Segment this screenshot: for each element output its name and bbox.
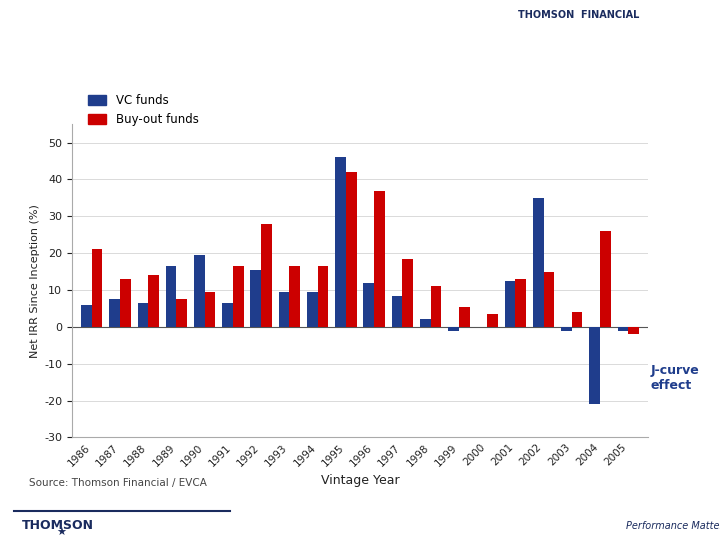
- Bar: [505, 281, 516, 327]
- Text: European Private Equity: European Private Equity: [14, 39, 223, 54]
- Bar: [307, 292, 318, 327]
- Text: 28: 28: [668, 50, 691, 68]
- Bar: [459, 307, 469, 327]
- Bar: [204, 292, 215, 327]
- Bar: [261, 224, 272, 327]
- Text: THOMSON  FINANCIAL: THOMSON FINANCIAL: [518, 10, 640, 20]
- Bar: [194, 255, 204, 327]
- Text: Cumulative IRRs by Vintage Year as of 30-Jun-06: Cumulative IRRs by Vintage Year as of 30…: [14, 61, 431, 76]
- Bar: [544, 272, 554, 327]
- Bar: [572, 312, 582, 327]
- Bar: [81, 305, 91, 327]
- Bar: [346, 172, 356, 327]
- Bar: [251, 270, 261, 327]
- Y-axis label: Net IRR Since Inception (%): Net IRR Since Inception (%): [30, 204, 40, 357]
- Text: Source: Thomson Financial / EVCA: Source: Thomson Financial / EVCA: [29, 478, 207, 488]
- Text: J-curve
effect: J-curve effect: [651, 364, 700, 393]
- Bar: [516, 279, 526, 327]
- Bar: [166, 266, 176, 327]
- Legend: VC funds, Buy-out funds: VC funds, Buy-out funds: [84, 90, 203, 131]
- Bar: [176, 299, 187, 327]
- Bar: [392, 295, 402, 327]
- Bar: [629, 327, 639, 334]
- Text: THOMSON: THOMSON: [22, 519, 94, 532]
- Bar: [448, 327, 459, 330]
- Bar: [561, 327, 572, 330]
- Bar: [618, 327, 629, 330]
- Bar: [335, 157, 346, 327]
- Bar: [222, 303, 233, 327]
- Bar: [533, 198, 544, 327]
- Bar: [431, 286, 441, 327]
- Bar: [148, 275, 159, 327]
- Bar: [374, 191, 385, 327]
- Text: ★: ★: [56, 528, 66, 538]
- Bar: [109, 299, 120, 327]
- Bar: [487, 314, 498, 327]
- Bar: [138, 303, 148, 327]
- Bar: [402, 259, 413, 327]
- Bar: [420, 320, 431, 327]
- Bar: [279, 292, 289, 327]
- Text: Performance Matters™: Performance Matters™: [626, 521, 720, 531]
- Bar: [600, 231, 611, 327]
- Bar: [318, 266, 328, 327]
- Bar: [364, 282, 374, 327]
- Bar: [120, 279, 131, 327]
- Bar: [589, 327, 600, 404]
- Bar: [289, 266, 300, 327]
- Bar: [91, 249, 102, 327]
- X-axis label: Vintage Year: Vintage Year: [320, 474, 400, 487]
- Bar: [233, 266, 243, 327]
